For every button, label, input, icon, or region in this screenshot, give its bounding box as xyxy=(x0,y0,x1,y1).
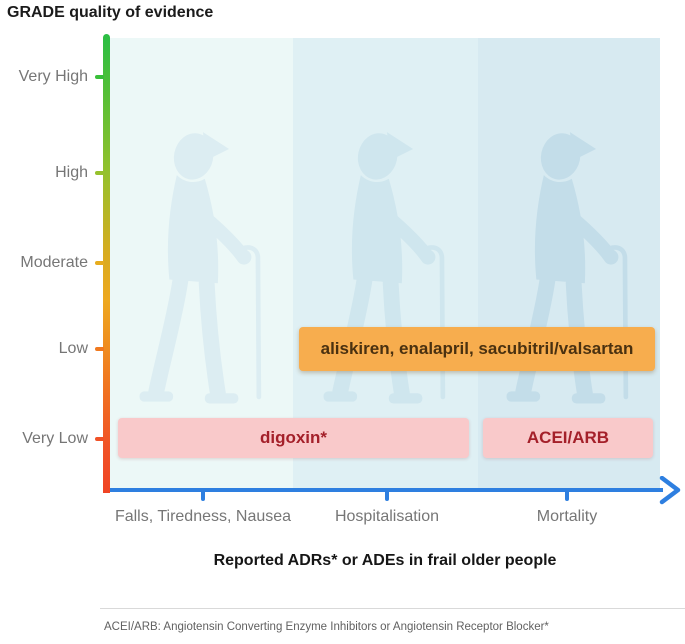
y-label-very-low: Very Low xyxy=(22,430,88,447)
x-tick-hospitalisation xyxy=(385,490,389,501)
annotation-acei-arb: ACEI/ARB xyxy=(483,418,653,458)
panel-mortality xyxy=(478,38,660,490)
x-tick-falls xyxy=(201,490,205,501)
plot-area xyxy=(110,38,660,490)
y-axis-gradient-bar xyxy=(103,34,110,493)
x-label-hospitalisation: Hospitalisation xyxy=(334,508,440,525)
y-tick-low xyxy=(95,347,104,351)
y-tick-moderate xyxy=(95,261,104,265)
x-axis-line xyxy=(103,476,681,505)
annotation-aliskiren-enalapril-sacubitril-valsartan: aliskiren, enalapril, sacubitril/valsart… xyxy=(299,327,655,371)
y-label-very-high: Very High xyxy=(18,68,88,85)
footnote: ACEI/ARB: Angiotensin Converting Enzyme … xyxy=(104,621,549,633)
footer-divider xyxy=(100,608,685,609)
y-label-low: Low xyxy=(58,340,88,357)
annotation-digoxin: digoxin* xyxy=(118,418,469,458)
elderly-person-with-cane-icon xyxy=(139,132,261,404)
x-axis-title: Reported ADRs* or ADEs in frail older pe… xyxy=(213,552,557,569)
panel-falls-tiredness-nausea xyxy=(110,38,293,490)
y-label-high: High xyxy=(55,164,88,181)
y-tick-very-high xyxy=(95,75,104,79)
annotation-label: aliskiren, enalapril, sacubitril/valsart… xyxy=(320,339,634,358)
chart-title: GRADE quality of evidence xyxy=(7,4,214,21)
x-label-mortality: Mortality xyxy=(536,508,598,525)
x-label-falls-tiredness-nausea: Falls, Tiredness, Nausea xyxy=(114,508,292,525)
x-tick-mortality xyxy=(565,490,569,501)
annotation-label: ACEI/ARB xyxy=(526,428,610,447)
y-tick-high xyxy=(95,171,104,175)
y-label-moderate: Moderate xyxy=(20,254,88,271)
annotation-label: digoxin* xyxy=(259,428,328,447)
y-tick-very-low xyxy=(95,437,104,441)
arrow-right-icon xyxy=(659,476,681,505)
